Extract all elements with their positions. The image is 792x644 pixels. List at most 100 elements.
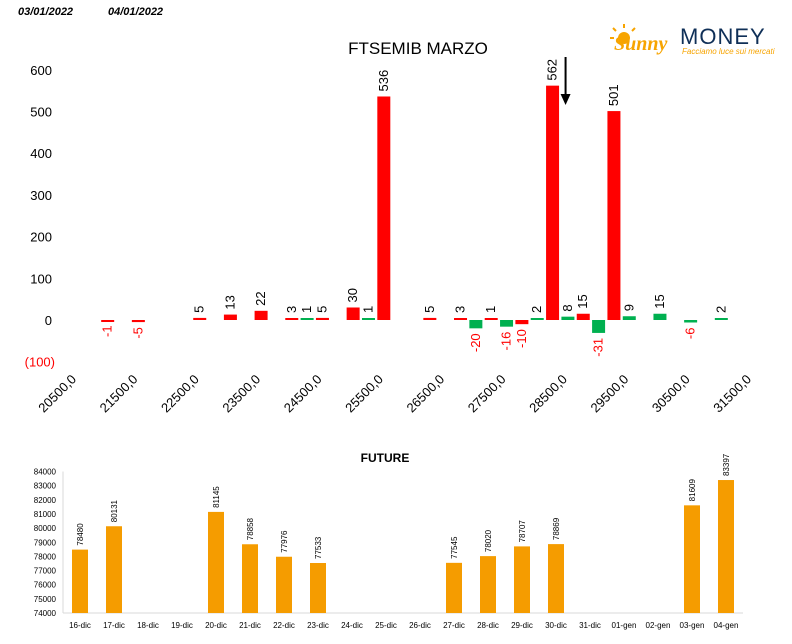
bar	[101, 320, 115, 322]
bar	[454, 318, 468, 320]
y-tick-label: 100	[30, 271, 52, 286]
data-label: 30	[345, 288, 360, 302]
date-right: 04/01/2022	[108, 6, 164, 18]
future-bar	[242, 544, 258, 613]
bar	[285, 318, 299, 320]
bar	[515, 320, 529, 325]
future-x-tick: 27-dic	[443, 621, 465, 630]
bar	[254, 310, 268, 320]
future-x-tick: 04-gen	[714, 621, 739, 630]
future-x-tick: 03-gen	[680, 621, 705, 630]
data-label: 1	[299, 306, 314, 313]
future-data-label: 77976	[280, 530, 289, 553]
data-label: 5	[314, 306, 329, 313]
data-label: 1	[483, 306, 498, 313]
x-tick-label: 28500,0	[526, 372, 570, 416]
bar	[500, 320, 514, 327]
data-label: -31	[591, 338, 606, 357]
future-title: FUTURE	[361, 451, 410, 465]
future-bar	[446, 562, 462, 613]
future-y-tick: 78000	[34, 552, 57, 561]
x-tick-label: 20500,0	[35, 372, 79, 416]
bar	[592, 320, 606, 333]
future-x-tick: 23-dic	[307, 621, 329, 630]
data-label: 1	[360, 306, 375, 313]
bar	[561, 316, 575, 320]
data-label: 15	[652, 294, 667, 308]
future-bar	[514, 546, 530, 613]
bar	[193, 317, 207, 320]
bar	[714, 318, 728, 320]
data-label: -16	[499, 332, 514, 351]
future-y-tick: 84000	[34, 468, 57, 477]
data-label: 536	[376, 70, 391, 92]
future-x-tick: 31-dic	[579, 621, 601, 630]
data-label: -5	[130, 327, 145, 339]
sunny-money-logo: Sunny MONEY Facciamo luce sui mercati	[610, 24, 775, 56]
bar	[300, 318, 314, 320]
future-bar	[72, 549, 88, 613]
future-x-tick: 29-dic	[511, 621, 533, 630]
x-tick-label: 29500,0	[588, 372, 632, 416]
bar	[469, 320, 483, 329]
bar	[622, 316, 636, 320]
future-y-tick: 82000	[34, 496, 57, 505]
future-y-tick: 75000	[34, 595, 57, 604]
bar	[607, 111, 621, 320]
future-y-tick: 77000	[34, 567, 57, 576]
future-bar	[276, 556, 292, 613]
x-tick-label: 24500,0	[281, 372, 325, 416]
date-left: 03/01/2022	[18, 6, 74, 18]
data-label: 15	[575, 294, 590, 308]
bar	[131, 320, 145, 323]
future-x-tick: 18-dic	[137, 621, 159, 630]
future-bar	[480, 556, 496, 613]
data-label: 3	[284, 306, 299, 313]
data-label: -20	[468, 333, 483, 352]
arrow-head	[560, 94, 571, 105]
future-data-label: 77545	[450, 536, 459, 559]
y-tick-label: 500	[30, 105, 52, 120]
future-data-label: 81145	[212, 486, 221, 508]
data-label: 5	[192, 306, 207, 313]
data-label: -6	[683, 328, 698, 340]
future-x-tick: 24-dic	[341, 621, 363, 630]
future-data-label: 78869	[552, 517, 561, 540]
future-bar	[684, 505, 700, 613]
future-chart: FUTURE 74000 75000 76000 77000 78000 79000 8000…	[34, 451, 743, 630]
future-data-label: 77533	[314, 536, 323, 559]
x-tick-label: 22500,0	[158, 372, 202, 416]
future-x-tick: 02-gen	[646, 621, 671, 630]
y-tick-label-negative: (100)	[25, 355, 55, 370]
bar	[484, 318, 498, 320]
data-label: 501	[606, 84, 621, 106]
data-label: 2	[713, 306, 728, 313]
data-label: -1	[100, 325, 115, 337]
data-label: 8	[560, 304, 575, 311]
bar	[346, 307, 360, 320]
data-label: 9	[621, 304, 636, 311]
bar	[361, 318, 375, 320]
x-tick-label: 25500,0	[342, 372, 386, 416]
future-data-label: 78858	[246, 517, 255, 540]
future-bar	[310, 563, 326, 613]
logo-money: MONEY	[680, 24, 766, 49]
data-label: 5	[422, 306, 437, 313]
future-data-label: 83397	[722, 453, 731, 476]
future-x-tick: 01-gen	[612, 621, 637, 630]
x-tick-label: 31500,0	[710, 372, 754, 416]
future-x-tick: 16-dic	[69, 621, 91, 630]
logo-sunny: Sunny	[614, 33, 667, 55]
data-label: 22	[253, 291, 268, 305]
future-y-tick: 80000	[34, 524, 57, 533]
data-label: -10	[514, 329, 529, 348]
future-x-tick: 22-dic	[273, 621, 295, 630]
future-data-label: 78020	[484, 529, 493, 552]
sun-icon	[610, 24, 636, 44]
future-x-tick: 25-dic	[375, 621, 397, 630]
future-data-label: 80131	[110, 499, 119, 522]
bar	[315, 317, 329, 320]
future-bar	[548, 544, 564, 613]
future-x-tick: 21-dic	[239, 621, 261, 630]
future-bar	[106, 526, 122, 613]
